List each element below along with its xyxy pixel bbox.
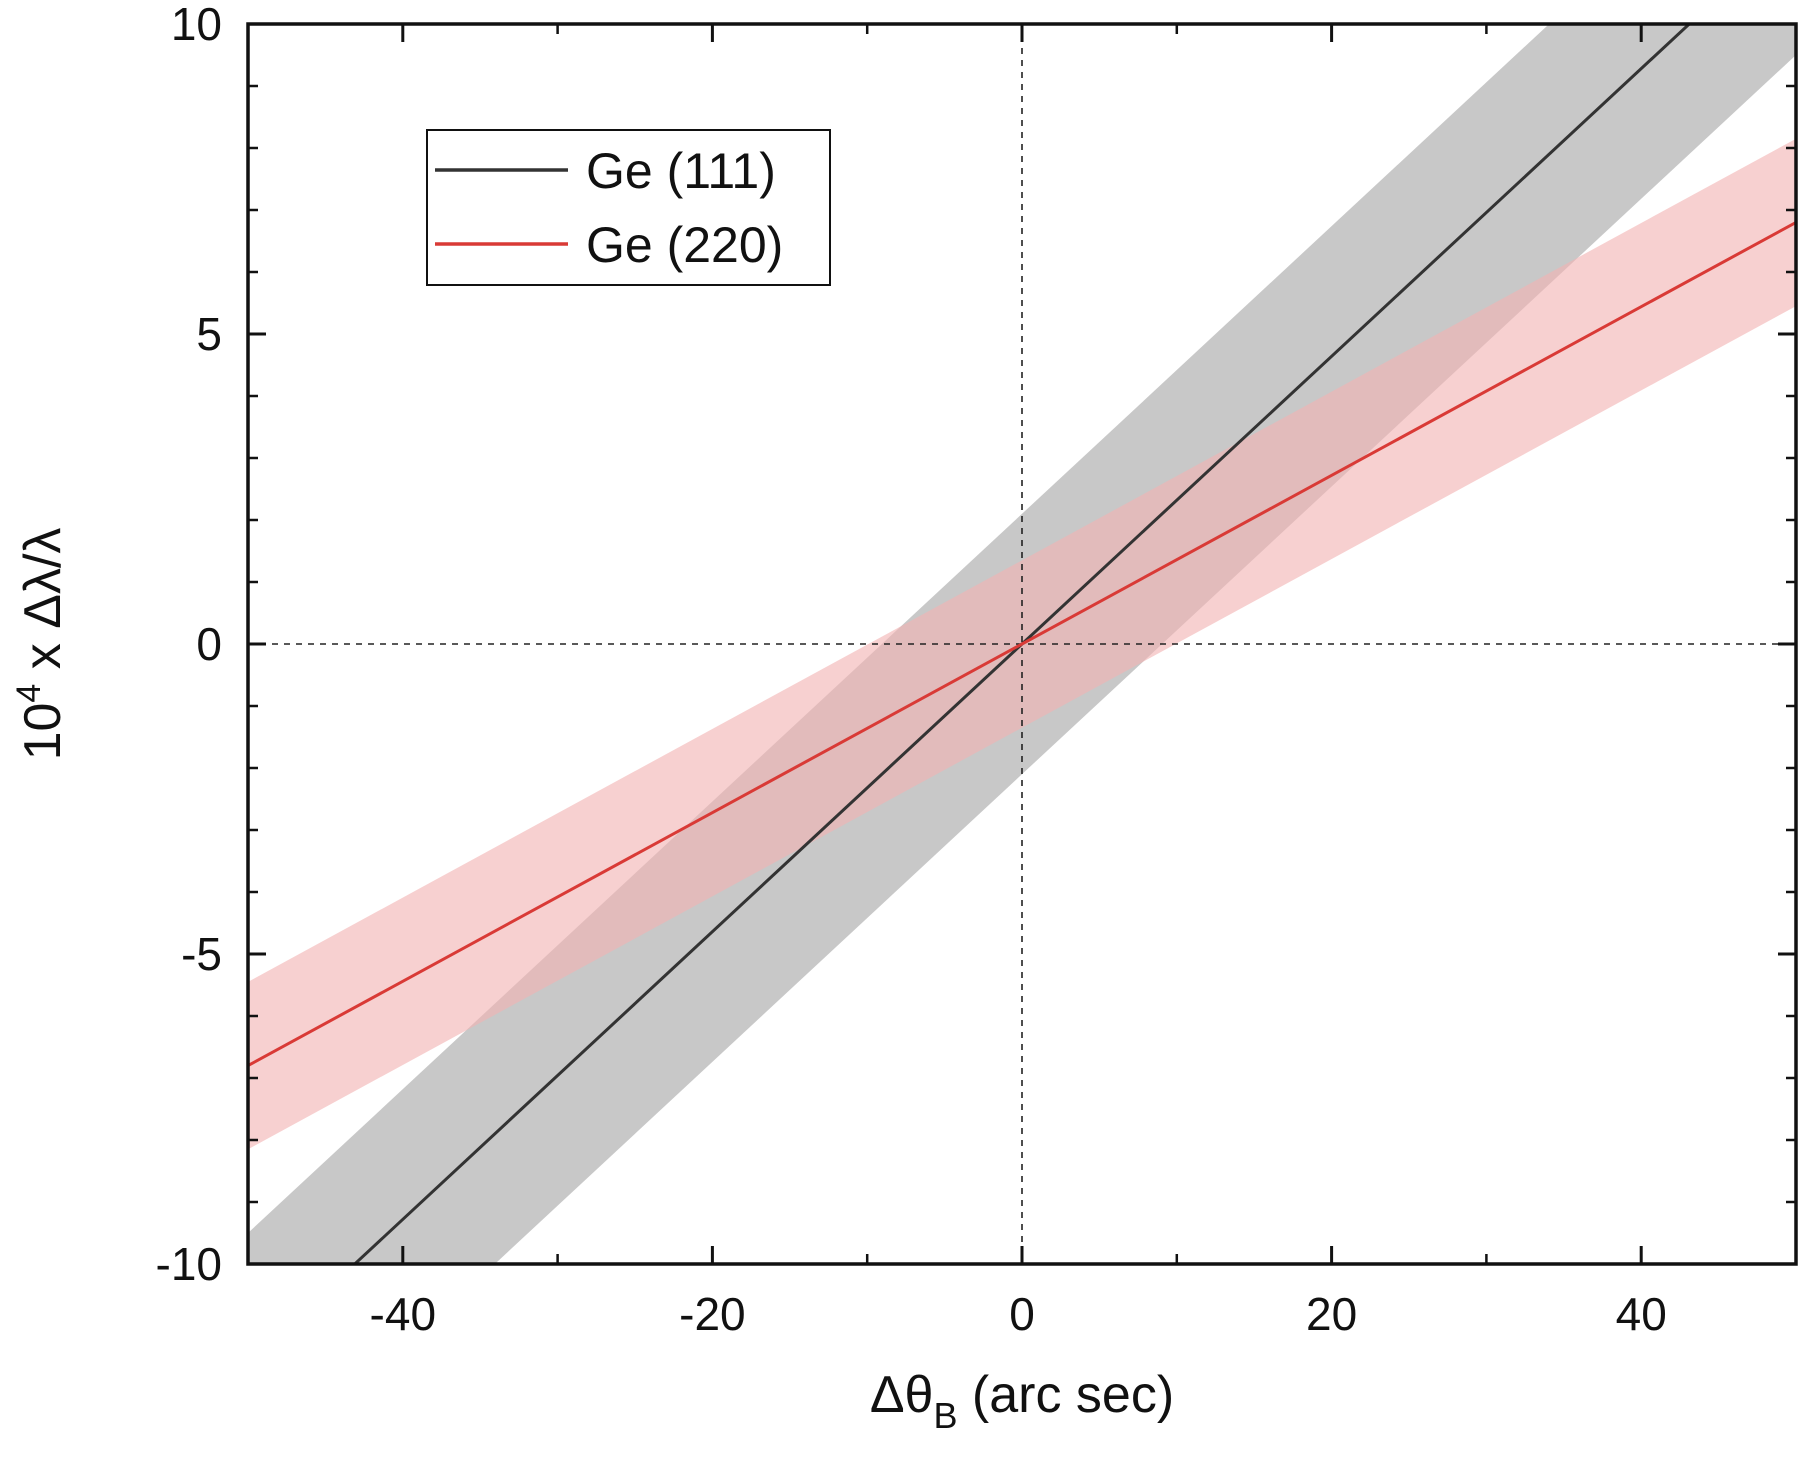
legend-label-ge111: Ge (111) xyxy=(586,143,776,199)
series-line-1 xyxy=(248,221,1796,1067)
series-lines xyxy=(248,24,1796,1264)
y-axis-title-superscript: 4 xyxy=(10,684,48,703)
y-axis-title-pre: 10 xyxy=(14,703,72,761)
x-tick-label: -40 xyxy=(370,1288,436,1340)
legend: Ge (111) Ge (220) xyxy=(426,129,831,286)
x-axis-title-rest: (arc sec) xyxy=(957,1366,1174,1424)
x-axis-ticks: -40 -20 0 20 40 xyxy=(370,24,1667,1340)
y-tick-label: 10 xyxy=(171,0,222,50)
x-axis-title-main: Δθ xyxy=(870,1366,934,1424)
y-axis-ticks: -10 -5 0 5 10 xyxy=(156,0,1796,1290)
x-axis-title-subscript: B xyxy=(933,1395,957,1436)
y-tick-label: 5 xyxy=(196,308,222,360)
x-tick-label: 20 xyxy=(1306,1288,1357,1340)
legend-label-ge220: Ge (220) xyxy=(586,217,783,273)
x-tick-label: 40 xyxy=(1616,1288,1667,1340)
x-tick-label: -20 xyxy=(679,1288,745,1340)
y-axis-title-rest: x Δλ/λ xyxy=(14,528,72,684)
x-tick-label: 0 xyxy=(1009,1288,1035,1340)
y-tick-label: -5 xyxy=(181,928,222,980)
y-axis-title: 104 x Δλ/λ xyxy=(10,528,72,761)
y-tick-label: -10 xyxy=(156,1238,222,1290)
legend-box xyxy=(426,129,831,286)
x-axis-title: ΔθB (arc sec) xyxy=(870,1366,1174,1436)
y-tick-label: 0 xyxy=(196,618,222,670)
